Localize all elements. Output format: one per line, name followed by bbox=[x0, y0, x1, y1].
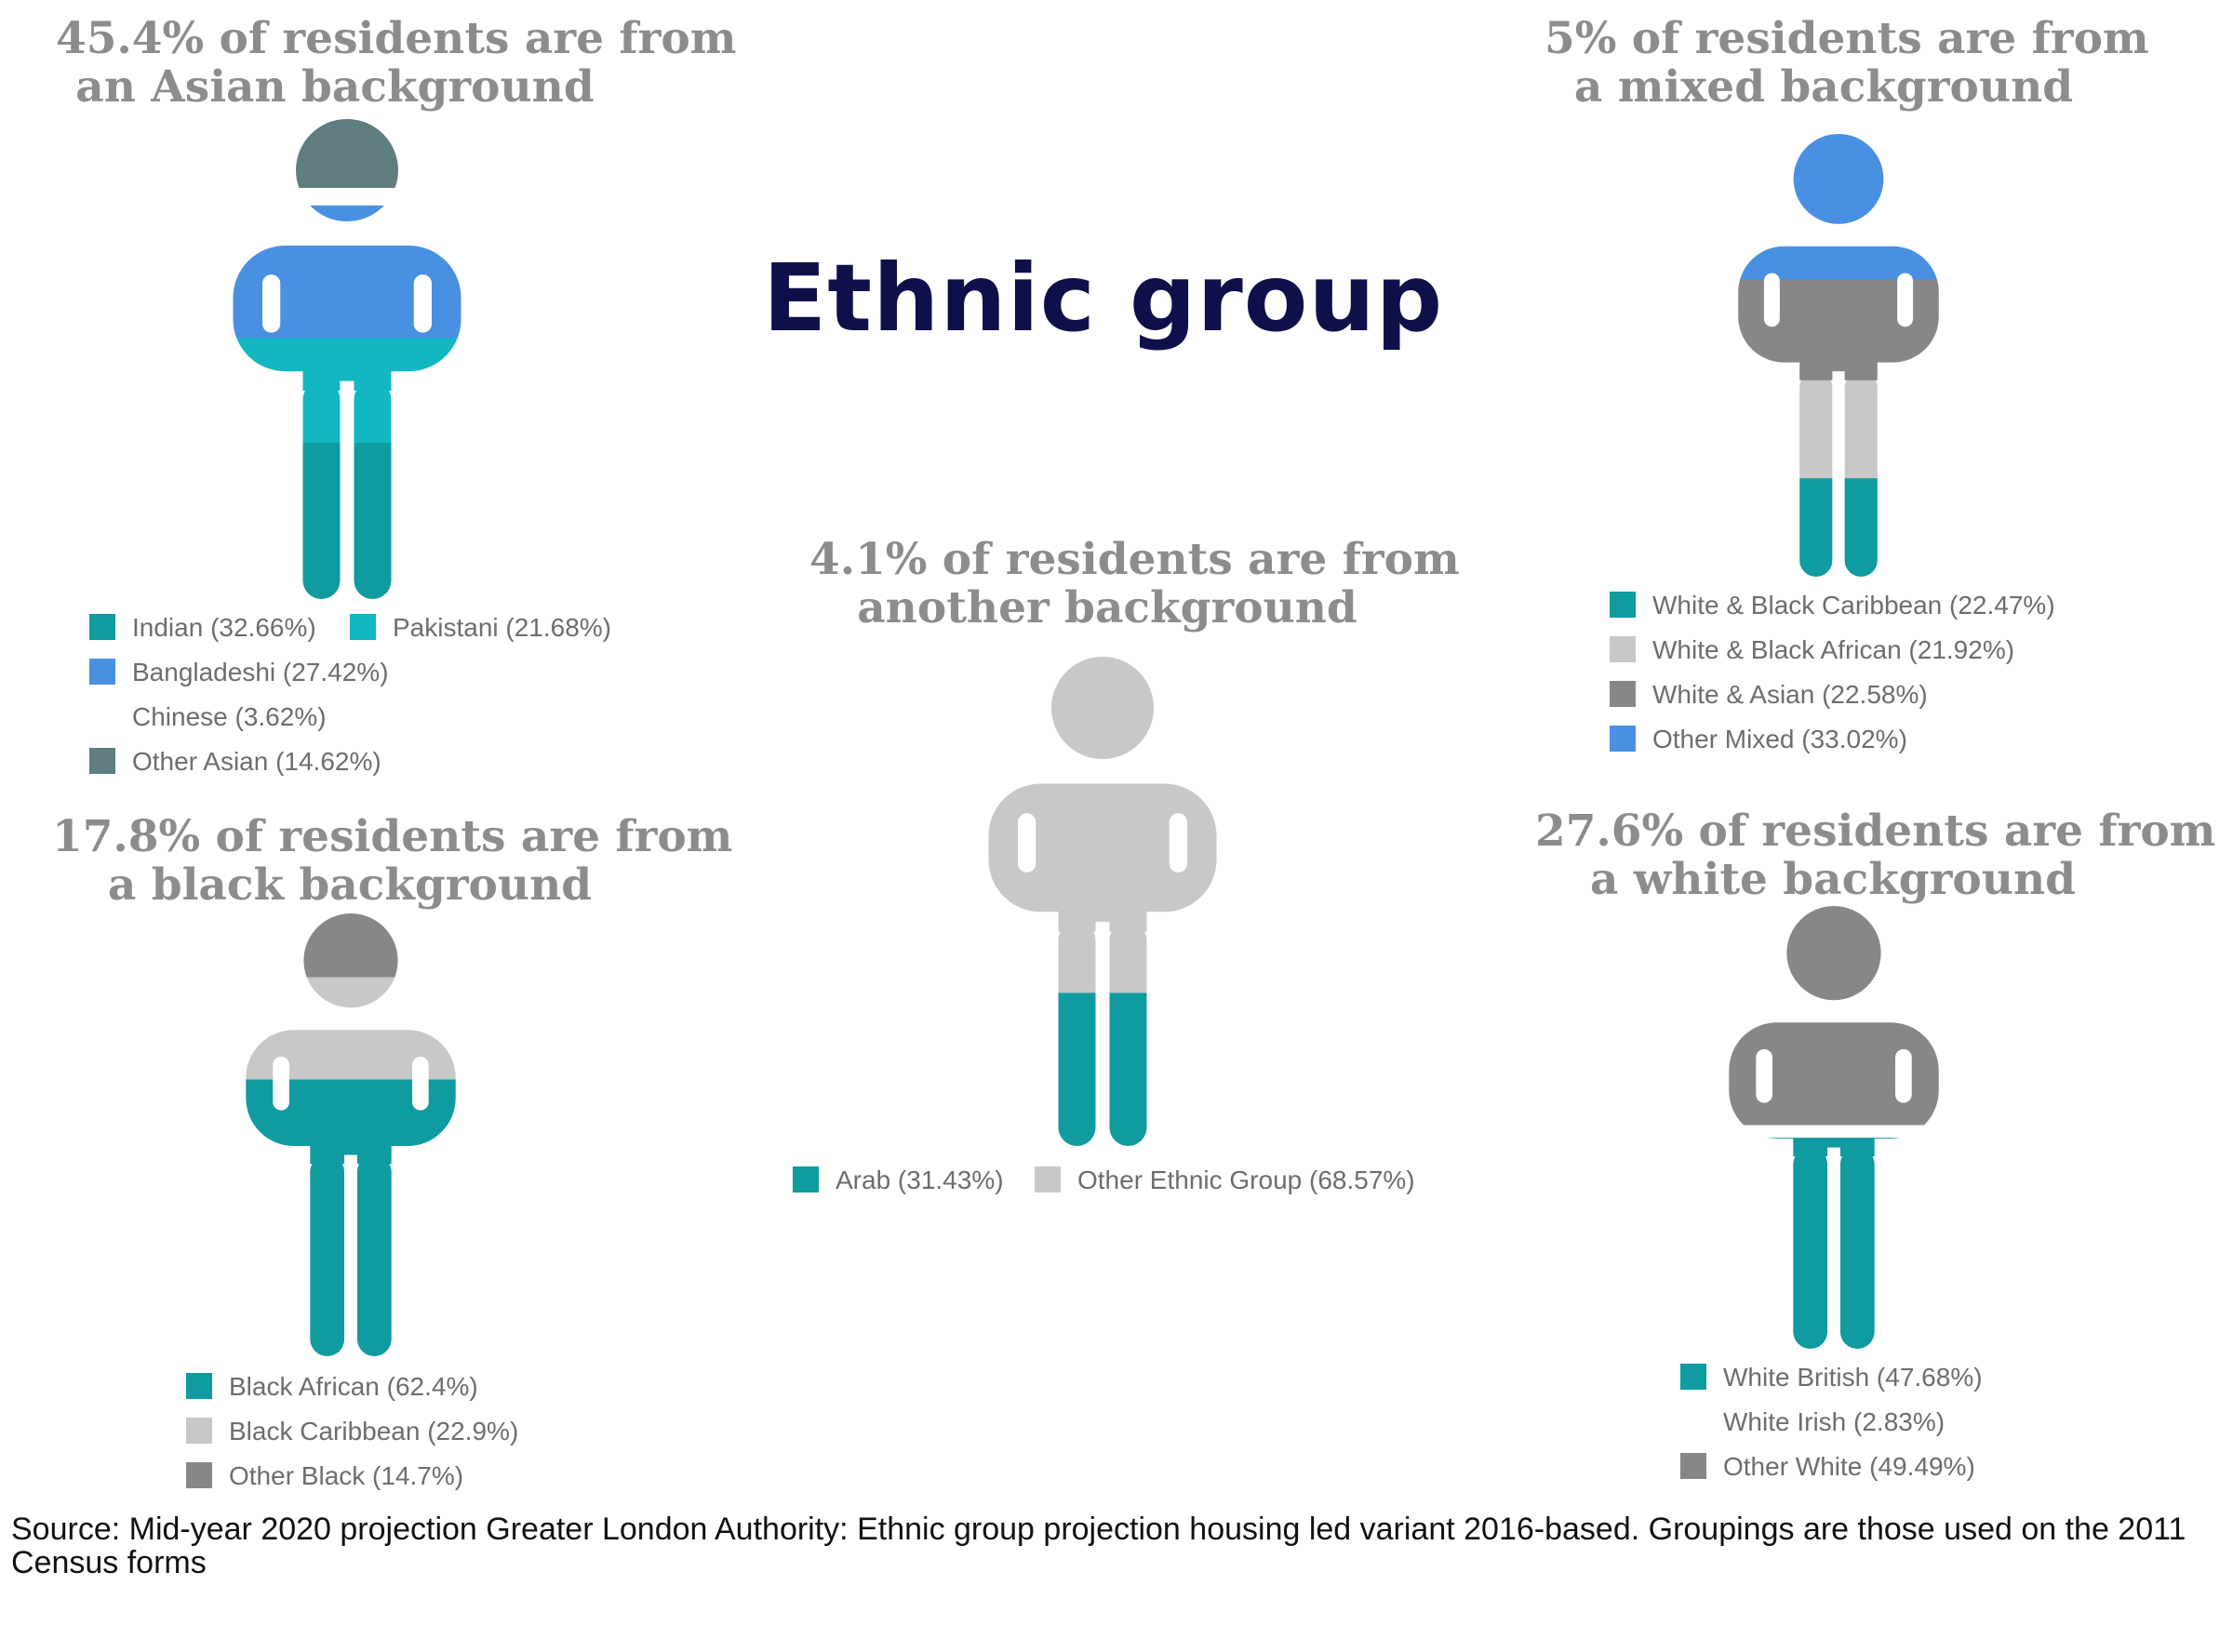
figure-cutout bbox=[1827, 1147, 1840, 1352]
legend-swatch bbox=[1680, 1364, 1706, 1390]
legend-swatch bbox=[186, 1418, 212, 1444]
legend-item-black-caribbean: Black Caribbean (22.9%) bbox=[186, 1418, 518, 1446]
legend-item-arab: Arab (31.43%) bbox=[793, 1166, 1004, 1194]
legend-label: White & Black African (21.92%) bbox=[1652, 635, 2015, 664]
legend-swatch bbox=[89, 614, 115, 640]
figure-cutout bbox=[344, 1154, 357, 1360]
figure-cutout bbox=[1897, 273, 1914, 327]
other-heading-line1: 4.1% of residents are from bbox=[809, 534, 1460, 585]
legend-swatch bbox=[89, 703, 115, 729]
figure-cutout bbox=[1895, 1049, 1912, 1103]
legend-label: Pakistani (21.68%) bbox=[393, 613, 612, 642]
figure-cutout bbox=[340, 380, 354, 603]
figure-cutout bbox=[1018, 813, 1036, 873]
figure-band-other-mixed bbox=[1738, 134, 1939, 281]
figure-cutout bbox=[1095, 921, 1110, 1150]
legend-swatch bbox=[186, 1373, 212, 1399]
legend-item-other-asian: Other Asian (14.62%) bbox=[89, 748, 381, 776]
legend-label: Other Mixed (33.02%) bbox=[1652, 725, 1907, 753]
legend-swatch bbox=[1610, 681, 1636, 707]
legend-item-chinese: Chinese (3.62%) bbox=[89, 703, 327, 731]
legend-item-white-british: White British (47.68%) bbox=[1680, 1364, 1983, 1392]
legend-item-black-african: Black African (62.4%) bbox=[186, 1373, 478, 1401]
legend-item-other-white: Other White (49.49%) bbox=[1680, 1453, 1975, 1481]
source-note: Source: Mid-year 2020 projection Greater… bbox=[11, 1512, 2186, 1580]
figure-cutout bbox=[1763, 273, 1780, 327]
legend-label: Other Ethnic Group (68.57%) bbox=[1077, 1166, 1415, 1194]
legend-item-pakistani: Pakistani (21.68%) bbox=[350, 614, 611, 642]
figure-band-white-irish bbox=[1729, 1125, 1939, 1139]
white-heading-line2: a white background bbox=[1590, 854, 2076, 905]
legend-label: Other Black (14.7%) bbox=[229, 1461, 464, 1490]
other-person-figure bbox=[988, 657, 1217, 1150]
legend-label: Chinese (3.62%) bbox=[132, 702, 327, 731]
legend-swatch bbox=[89, 659, 115, 685]
legend-swatch bbox=[1610, 726, 1636, 752]
other-heading: 4.1% of residents are from another backg… bbox=[809, 534, 1460, 633]
legend-label: Bangladeshi (27.42%) bbox=[132, 658, 389, 686]
legend-item-white-black-african: White & Black African (21.92%) bbox=[1610, 636, 2014, 664]
figure-cutout bbox=[1756, 1049, 1772, 1103]
legend-label: Indian (32.66%) bbox=[132, 613, 316, 642]
legend-swatch bbox=[350, 614, 376, 640]
legend-swatch bbox=[186, 1462, 212, 1488]
legend-label: White & Asian (22.58%) bbox=[1652, 680, 1928, 709]
legend-swatch bbox=[793, 1166, 819, 1192]
legend-item-white-black-caribbean: White & Black Caribbean (22.47%) bbox=[1610, 592, 2055, 620]
black-heading-line2: a black background bbox=[107, 859, 593, 911]
mixed-heading: 5% of residents are from a mixed backgro… bbox=[1544, 13, 2149, 113]
legend-swatch bbox=[1680, 1453, 1706, 1479]
asian-heading-line2: an Asian background bbox=[75, 61, 595, 113]
white-heading-line1: 27.6% of residents are from bbox=[1535, 806, 2216, 857]
white-heading: 27.6% of residents are from a white back… bbox=[1535, 806, 2216, 905]
asian-heading: 45.4% of residents are from an Asian bac… bbox=[56, 13, 737, 113]
legend-item-white-irish: White Irish (2.83%) bbox=[1680, 1408, 1945, 1436]
legend-swatch bbox=[1610, 636, 1636, 662]
legend-item-other-black: Other Black (14.7%) bbox=[186, 1462, 463, 1490]
legend-swatch bbox=[89, 748, 115, 774]
figure-band-chinese bbox=[233, 188, 461, 206]
figure-cutout bbox=[1832, 371, 1845, 580]
legend-swatch bbox=[1610, 592, 1636, 618]
asian-heading-line1: 45.4% of residents are from bbox=[56, 13, 737, 64]
legend-label: Arab (31.43%) bbox=[836, 1166, 1004, 1194]
legend-label: White British (47.68%) bbox=[1723, 1363, 1983, 1392]
figure-cutout bbox=[413, 274, 432, 333]
figure-cutout bbox=[262, 274, 281, 333]
legend-item-indian: Indian (32.66%) bbox=[89, 614, 316, 642]
legend-swatch bbox=[1680, 1408, 1706, 1434]
figure-band-other-black bbox=[246, 913, 456, 979]
mixed-heading-line1: 5% of residents are from bbox=[1544, 13, 2149, 64]
legend-swatch bbox=[1035, 1166, 1061, 1192]
legend-item-bangladeshi: Bangladeshi (27.42%) bbox=[89, 659, 389, 686]
white-person-figure bbox=[1729, 906, 1939, 1352]
page-title: Ethnic group bbox=[763, 244, 1444, 353]
other-heading-line2: another background bbox=[857, 582, 1357, 633]
legend-item-white-asian: White & Asian (22.58%) bbox=[1610, 681, 1928, 709]
figure-cutout bbox=[273, 1057, 289, 1111]
figure-cutout bbox=[412, 1057, 429, 1111]
black-heading-line1: 17.8% of residents are from bbox=[52, 811, 733, 862]
legend-label: Other Asian (14.62%) bbox=[132, 747, 381, 776]
legend-item-other-ethnic-group: Other Ethnic Group (68.57%) bbox=[1035, 1166, 1415, 1194]
mixed-heading-line2: a mixed background bbox=[1573, 61, 2074, 113]
legend-label: White & Black Caribbean (22.47%) bbox=[1652, 591, 2055, 620]
legend-label: White Irish (2.83%) bbox=[1723, 1407, 1946, 1436]
mixed-person-figure bbox=[1738, 134, 1939, 580]
black-person-figure bbox=[246, 913, 456, 1360]
black-heading: 17.8% of residents are from a black back… bbox=[52, 811, 733, 911]
figure-band-other-asian bbox=[233, 119, 461, 189]
legend-item-other-mixed: Other Mixed (33.02%) bbox=[1610, 726, 1907, 753]
legend-label: Black Caribbean (22.9%) bbox=[229, 1417, 519, 1446]
figure-cutout bbox=[1169, 813, 1187, 873]
legend-label: Other White (49.49%) bbox=[1723, 1452, 1975, 1481]
asian-person-figure bbox=[233, 119, 461, 603]
legend-label: Black African (62.4%) bbox=[229, 1372, 478, 1401]
